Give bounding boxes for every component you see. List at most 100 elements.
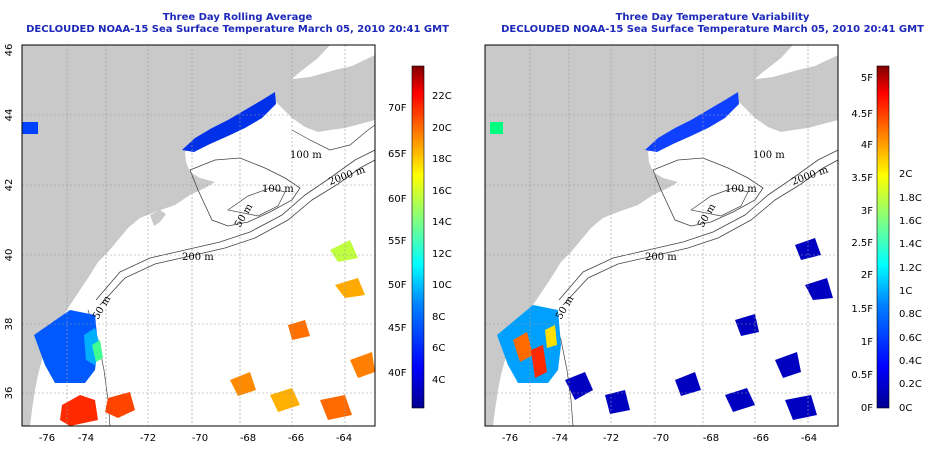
- colorbar-c-label: 20C: [432, 123, 452, 134]
- contour-label: 200 m: [182, 252, 214, 263]
- colorbar-f-label: 55F: [388, 236, 407, 247]
- colorbar: [411, 65, 425, 409]
- colorbar-f-label: 70F: [388, 103, 407, 114]
- map-figure: 100 m 100 m 2000 m 50 m 200 m 50 m -76 -…: [484, 44, 922, 444]
- colorbar-f-label: 2F: [861, 270, 873, 281]
- contour-shelf-break: [558, 149, 838, 301]
- colorbar-c-label: 1C: [899, 286, 912, 297]
- colorbar-c-label: 18C: [432, 154, 452, 165]
- x-tick-label: -68: [240, 433, 256, 444]
- x-tick-label: -76: [39, 433, 55, 444]
- map-frame: [21, 44, 376, 427]
- lat-lon-grid: [485, 45, 838, 426]
- contour-label: 100 m: [753, 150, 785, 161]
- colorbar-c-label: 4C: [432, 375, 445, 386]
- x-tick-label: -74: [78, 433, 94, 444]
- land-long-island: [505, 272, 553, 286]
- colorbar-f-label: 4F: [861, 140, 873, 151]
- colorbar-c-label: 2C: [899, 169, 912, 180]
- colorbar-c-label: 1.4C: [899, 239, 922, 250]
- y-tick-label: 38: [4, 318, 15, 331]
- land-long-island: [42, 272, 90, 286]
- colorbar-c-label: 14C: [432, 217, 452, 228]
- colorbar-f-label: 0F: [861, 403, 873, 414]
- colorbar-f-label: 1.5F: [851, 304, 873, 315]
- lat-lon-grid: [22, 45, 375, 426]
- x-tick-label: -72: [140, 433, 156, 444]
- map-figure: 100 m 100 m 2000 m 50 m 200 m 50 m -76 -…: [4, 44, 452, 444]
- contour-2000m: [562, 159, 838, 306]
- colorbar-c-label: 8C: [432, 312, 445, 323]
- x-tick-label: -68: [703, 433, 719, 444]
- colorbar-f-label: 2.5F: [851, 238, 873, 249]
- colorbar-c-label: 0.2C: [899, 379, 922, 390]
- colorbar-f-label: 50F: [388, 280, 407, 291]
- colorbar-f-labels: 5F 4.5F 4F 3.5F 3F 2.5F 2F 1.5F 1F 0.5F …: [851, 73, 873, 414]
- colorbar-f-label: 40F: [388, 368, 407, 379]
- x-axis: -76 -74 -72 -70 -68 -66 -64: [39, 433, 352, 444]
- colorbar-f-label: 3F: [861, 206, 873, 217]
- colorbar-f-label: 60F: [388, 194, 407, 205]
- colorbar-c-labels: 22C 20C 18C 16C 14C 12C 10C 8C 6C 4C: [432, 91, 452, 386]
- colorbar-c-label: 12C: [432, 249, 452, 260]
- y-tick-label: 42: [4, 179, 15, 192]
- colorbar-f-label: 3.5F: [851, 173, 873, 184]
- y-tick-label: 40: [4, 249, 15, 262]
- colorbar-c-label: 0.6C: [899, 333, 922, 344]
- variability-data: [490, 92, 833, 420]
- colorbar-c-label: 10C: [432, 280, 452, 291]
- contour-georges: [227, 187, 286, 217]
- x-tick-label: -66: [288, 433, 304, 444]
- colorbar-c-label: 0.4C: [899, 356, 922, 367]
- contour-2000m: [99, 159, 375, 306]
- land-mainland: [485, 45, 793, 426]
- colorbar-f-label: 4.5F: [851, 109, 873, 120]
- panel-subtitle: DECLOUDED NOAA-15 Sea Surface Temperatur…: [501, 24, 924, 35]
- y-tick-label: 44: [4, 109, 15, 122]
- x-axis: -76 -74 -72 -70 -68 -66 -64: [502, 433, 817, 444]
- colorbar-c-label: 1.6C: [899, 216, 922, 227]
- colorbar-c-label: 16C: [432, 186, 452, 197]
- land-nova-scotia: [725, 55, 838, 132]
- colorbar-f-label: 45F: [388, 323, 407, 334]
- panel-temperature-variability: Three Day Temperature Variability DECLOU…: [475, 0, 950, 475]
- contour-scotian: [291, 124, 375, 151]
- y-tick-label: 46: [4, 44, 15, 57]
- colorbar-f-labels: 70F 65F 60F 55F 50F 45F 40F: [388, 103, 407, 379]
- colorbar-c-label: 1.8C: [899, 193, 922, 204]
- colorbar-f-label: 65F: [388, 149, 407, 160]
- x-tick-label: -66: [753, 433, 769, 444]
- colorbar-f-label: 0.5F: [851, 370, 873, 381]
- contour-gulf-of-maine: [652, 157, 764, 227]
- x-tick-label: -72: [603, 433, 619, 444]
- contour-label: 100 m: [725, 184, 757, 195]
- x-tick-label: -74: [552, 433, 568, 444]
- x-tick-label: -76: [502, 433, 518, 444]
- contour-gulf-of-maine: [189, 157, 301, 227]
- panel-title: Three Day Temperature Variability: [615, 12, 810, 23]
- land-mainland: [22, 45, 330, 426]
- colorbar-c-label: 22C: [432, 91, 452, 102]
- colorbar-f-label: 1F: [861, 337, 873, 348]
- colorbar-f-label: 5F: [861, 73, 873, 84]
- contour-label: 100 m: [290, 150, 322, 161]
- x-tick-label: -64: [801, 433, 817, 444]
- x-tick-label: -70: [653, 433, 669, 444]
- y-axis: 36 38 40 42 44 46: [4, 44, 15, 400]
- sst-data: [22, 92, 375, 426]
- contour-label: 100 m: [262, 184, 294, 195]
- contour-shelf-break: [95, 149, 375, 301]
- colorbar-c-label: 1.2C: [899, 263, 922, 274]
- colorbar-c-labels: 2C 1.8C 1.6C 1.4C 1.2C 1C 0.8C 0.6C 0.4C…: [899, 169, 922, 414]
- panel-subtitle: DECLOUDED NOAA-15 Sea Surface Temperatur…: [26, 24, 449, 35]
- panel-title: Three Day Rolling Average: [162, 12, 313, 23]
- panel-rolling-average: Three Day Rolling Average DECLOUDED NOAA…: [4, 12, 452, 444]
- land-nova-scotia: [262, 55, 375, 132]
- colorbar-c-label: 6C: [432, 343, 445, 354]
- contour-georges: [690, 187, 749, 217]
- colorbar-c-label: 0C: [899, 403, 912, 414]
- colorbar: [876, 65, 890, 409]
- x-tick-label: -64: [336, 433, 352, 444]
- land-cape-cod: [150, 210, 166, 226]
- x-tick-label: -70: [192, 433, 208, 444]
